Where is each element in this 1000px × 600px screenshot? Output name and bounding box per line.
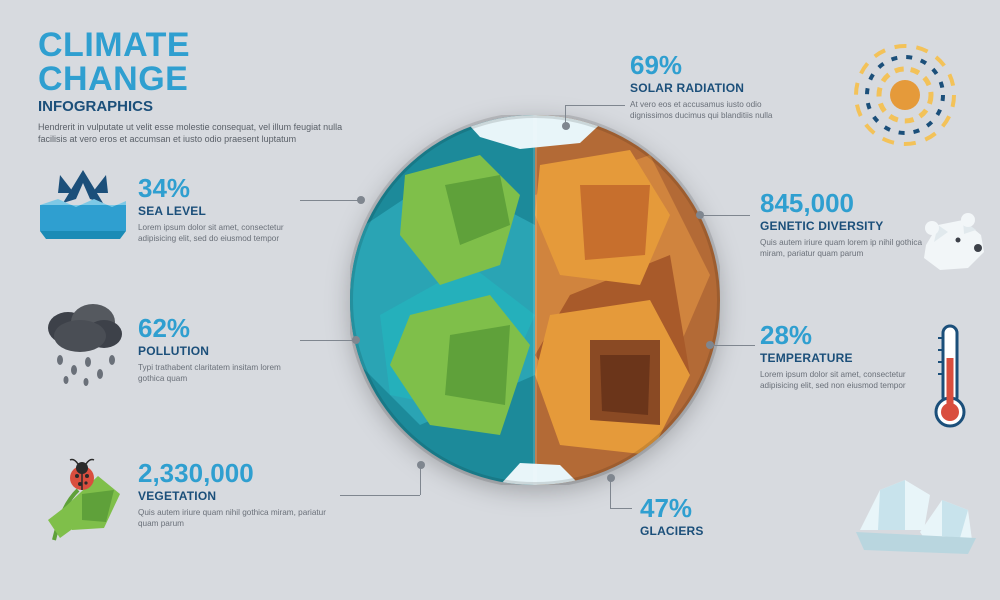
stat-value: 845,000 [760,190,930,216]
polar-bear-icon [918,210,988,280]
page-title: CLIMATE CHANGE [38,28,348,96]
connector-dot [352,336,360,344]
stat-solar-radiation: 69% SOLAR RADIATION At vero eos et accus… [630,52,805,121]
stat-label: VEGETATION [138,489,338,503]
stat-value: 34% [138,175,303,201]
stat-pollution: 62% POLLUTION Typi trathabent claritatem… [138,315,303,384]
rain-cloud-icon [38,300,128,390]
header: CLIMATE CHANGE INFOGRAPHICS Hendrerit in… [38,28,348,145]
stat-desc: At vero eos et accusamus iusto odio dign… [630,99,805,121]
connector-dot [562,122,570,130]
leaf-ladybug-icon [34,450,134,550]
page-subtitle: INFOGRAPHICS [38,98,348,115]
stat-label: GLACIERS [640,524,800,538]
stat-desc: Lorem ipsum dolor sit amet, consectetur … [138,222,303,244]
connector-line [300,200,360,201]
connector-dot [357,196,365,204]
thermometer-icon [932,320,968,430]
connector-line [710,345,755,346]
stat-vegetation: 2,330,000 VEGETATION Quis autem iriure q… [138,460,338,529]
stat-temperature: 28% TEMPERATURE Lorem ipsum dolor sit am… [760,322,930,391]
stat-desc: Lorem ipsum dolor sit amet, consectetur … [760,369,930,391]
connector-line [420,465,421,495]
stat-value: 62% [138,315,303,341]
connector-line [700,215,750,216]
connector-dot [417,461,425,469]
stat-value: 47% [640,495,800,521]
connector-dot [607,474,615,482]
globe-icon [350,115,720,485]
stat-label: TEMPERATURE [760,351,930,365]
stat-value: 2,330,000 [138,460,338,486]
stat-label: POLLUTION [138,344,303,358]
stat-glaciers: 47% GLACIERS [640,495,800,538]
stat-desc: Quis autem iriure quam nihil gothica mir… [138,507,338,529]
connector-line [340,495,420,496]
connector-line [300,340,355,341]
connector-line [610,508,632,509]
whale-tail-icon [38,165,128,245]
connector-line [610,478,611,508]
stat-desc: Typi trathabent claritatem insitam lorem… [138,362,303,384]
connector-line [565,105,625,106]
sun-icon [850,40,960,150]
stat-desc: Quis autem iriure quam lorem ip nihil go… [760,237,930,259]
stat-genetic-diversity: 845,000 GENETIC DIVERSITY Quis autem iri… [760,190,930,259]
stat-value: 28% [760,322,930,348]
stat-value: 69% [630,52,805,78]
stat-label: SOLAR RADIATION [630,81,805,95]
connector-dot [706,341,714,349]
iceberg-icon [850,460,980,560]
connector-dot [696,211,704,219]
stat-label: GENETIC DIVERSITY [760,219,930,233]
intro-text: Hendrerit in vulputate ut velit esse mol… [38,121,348,145]
stat-sea-level: 34% SEA LEVEL Lorem ipsum dolor sit amet… [138,175,303,244]
stat-label: SEA LEVEL [138,204,303,218]
